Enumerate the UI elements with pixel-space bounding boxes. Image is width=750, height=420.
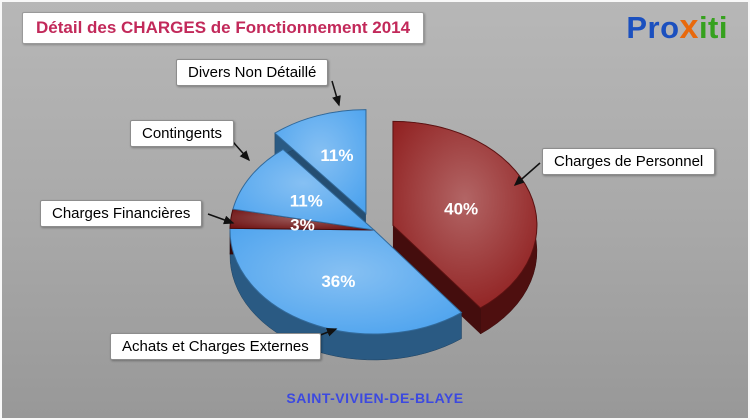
slice-percent-1: 36% xyxy=(321,272,355,291)
pie-slice-3 xyxy=(232,148,376,231)
pie-slice-4 xyxy=(274,109,367,215)
slice-label-achats-et-charges-externes: Achats et Charges Externes xyxy=(110,333,321,360)
slice-label-contingents: Contingents xyxy=(130,120,235,147)
brand-logo-part-iti: iti xyxy=(698,10,728,45)
pie-slice-1 xyxy=(229,227,463,335)
page-title: Détail des CHARGES de Fonctionnement 201… xyxy=(22,12,425,44)
brand-logo[interactable]: Proxiti xyxy=(626,8,728,47)
leader-line xyxy=(513,162,541,186)
pie-slices-group xyxy=(229,109,538,361)
slice-label-charges-de-personnel: Charges de Personnel xyxy=(542,148,716,175)
slice-percent-3: 11% xyxy=(290,191,323,210)
pie-slice-cut-wall xyxy=(392,225,481,334)
brand-logo-part-x: x xyxy=(679,8,699,46)
leader-line xyxy=(331,80,341,107)
slice-percent-4: 11% xyxy=(320,146,353,165)
location-label: SAINT-VIVIEN-DE-BLAYE xyxy=(286,390,464,406)
slice-percent-0: 40% xyxy=(444,200,478,219)
slice-percent-2: 3% xyxy=(290,215,315,234)
slice-label-charges-financieres: Charges Financières xyxy=(40,200,203,227)
leader-line xyxy=(207,213,235,225)
percent-labels-group: 40% 36% 3% 11% 11% xyxy=(290,146,478,291)
pie-slice-0 xyxy=(392,120,538,309)
slice-label-divers-non-detaille: Divers Non Détaillé xyxy=(176,59,329,86)
brand-logo-part-pro: Pro xyxy=(626,10,680,45)
